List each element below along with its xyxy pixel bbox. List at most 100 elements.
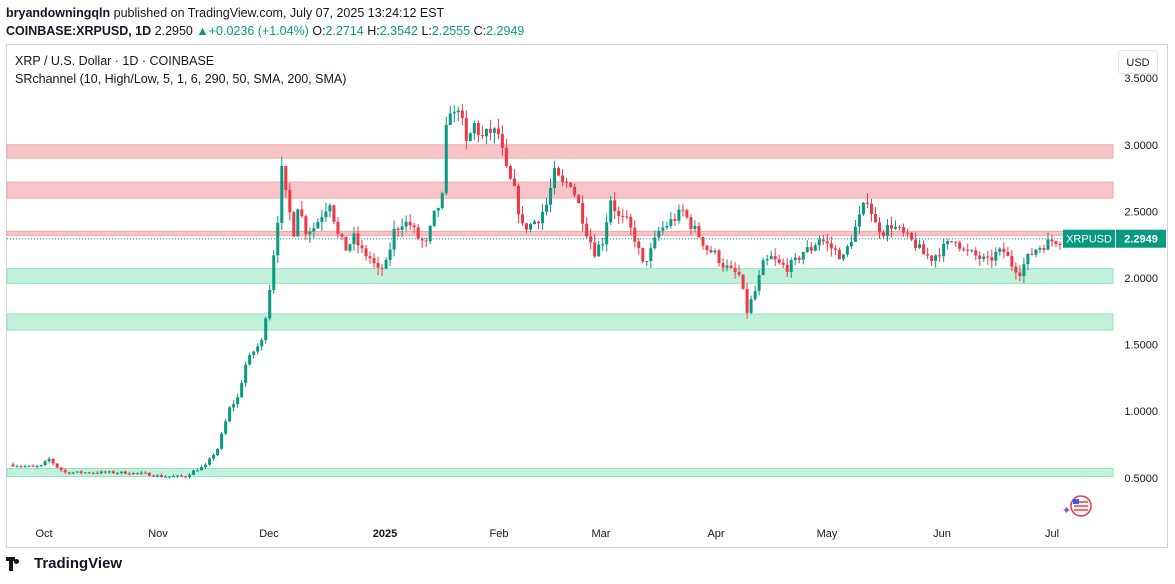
candle [167, 476, 171, 479]
legend-title: XRP / U.S. Dollar · 1D · COINBASE [15, 54, 215, 68]
candle-body [316, 221, 320, 229]
chart-frame[interactable] [6, 44, 1168, 548]
candle [336, 217, 340, 238]
candle-body [881, 232, 885, 236]
candle [813, 242, 817, 252]
candle-body [79, 471, 83, 473]
candle-body [1006, 251, 1010, 257]
candle-body [504, 147, 508, 167]
candle-body [757, 275, 761, 292]
candle [581, 195, 585, 232]
candle-body [188, 474, 192, 478]
candle [986, 250, 990, 265]
candle [228, 405, 232, 423]
close-value: 2.2949 [486, 24, 525, 38]
candle-body [15, 466, 19, 468]
candle [288, 183, 292, 221]
candle [23, 464, 27, 468]
symbol-price-tag [1063, 229, 1115, 248]
candle-body [216, 448, 220, 456]
candle [196, 468, 200, 472]
candle [914, 232, 918, 251]
candle [155, 474, 159, 478]
candle [332, 204, 336, 225]
candle-body [857, 214, 861, 227]
candle-body [982, 256, 986, 259]
candle-body [761, 260, 765, 276]
candle-body [324, 211, 328, 218]
candle-body [581, 203, 585, 224]
candle [400, 218, 404, 238]
candle [569, 182, 573, 188]
candle [492, 127, 496, 144]
currency-button[interactable]: USD [1118, 50, 1158, 74]
candle [873, 206, 877, 223]
us-flag-icon[interactable]: ✦ [1062, 495, 1092, 517]
candle-body [460, 110, 464, 119]
candle [171, 474, 175, 478]
candle [809, 242, 813, 255]
candle-body [103, 471, 107, 473]
candle-body [192, 470, 196, 475]
candle [533, 219, 536, 225]
candle [617, 206, 621, 224]
candle-body [179, 475, 183, 477]
candle [773, 248, 777, 267]
candle-body [107, 471, 111, 473]
candle-body [480, 135, 484, 137]
indicator-label[interactable]: SRchannel (10, High/Low, 5, 1, 6, 290, 5… [15, 72, 347, 86]
candle-body [906, 232, 910, 234]
candle-body [785, 264, 789, 272]
candle-body [633, 227, 637, 242]
candle [244, 361, 248, 387]
candle [216, 448, 220, 457]
candle [950, 241, 954, 243]
candle [845, 244, 849, 257]
candle [504, 138, 508, 169]
candle [789, 257, 793, 278]
candle-body [833, 248, 837, 250]
candle-body [653, 237, 657, 249]
candle-body [589, 236, 593, 243]
candle [200, 465, 204, 471]
candle-body [240, 382, 244, 398]
support-zone-3 [6, 467, 1114, 477]
candle-body [236, 397, 240, 405]
candle-body [593, 242, 597, 257]
candle [849, 235, 853, 249]
candle-body [320, 217, 324, 222]
candle [649, 243, 653, 269]
candle [324, 202, 328, 222]
candle-body [930, 255, 934, 261]
candle [524, 223, 528, 234]
candle-body [416, 227, 420, 239]
candle-body [894, 226, 898, 229]
candle-body [677, 209, 681, 221]
price-change: +0.0236 (+1.04%) [208, 24, 309, 38]
candle [236, 393, 240, 408]
candle [452, 105, 456, 123]
candle [476, 120, 480, 143]
candle [272, 250, 276, 294]
candle [673, 213, 677, 226]
candle [593, 234, 597, 259]
sparkle-icon: ✦ [1062, 505, 1071, 517]
candle-body [35, 465, 39, 467]
candle-body [777, 259, 781, 263]
candle [376, 256, 380, 276]
author-name[interactable]: bryandowningqln [6, 6, 111, 20]
candle [496, 118, 500, 140]
candle-body [565, 181, 569, 183]
candle-body [376, 263, 380, 268]
candle [252, 350, 256, 359]
candle-body [865, 202, 869, 204]
y-tick-label: 3.5000 [1124, 73, 1158, 85]
candle-body [629, 216, 633, 228]
candle-body [139, 472, 143, 474]
candle-body [228, 407, 232, 422]
candle [625, 210, 629, 220]
candle [384, 257, 388, 270]
candle [1054, 240, 1058, 248]
candle [857, 206, 861, 234]
